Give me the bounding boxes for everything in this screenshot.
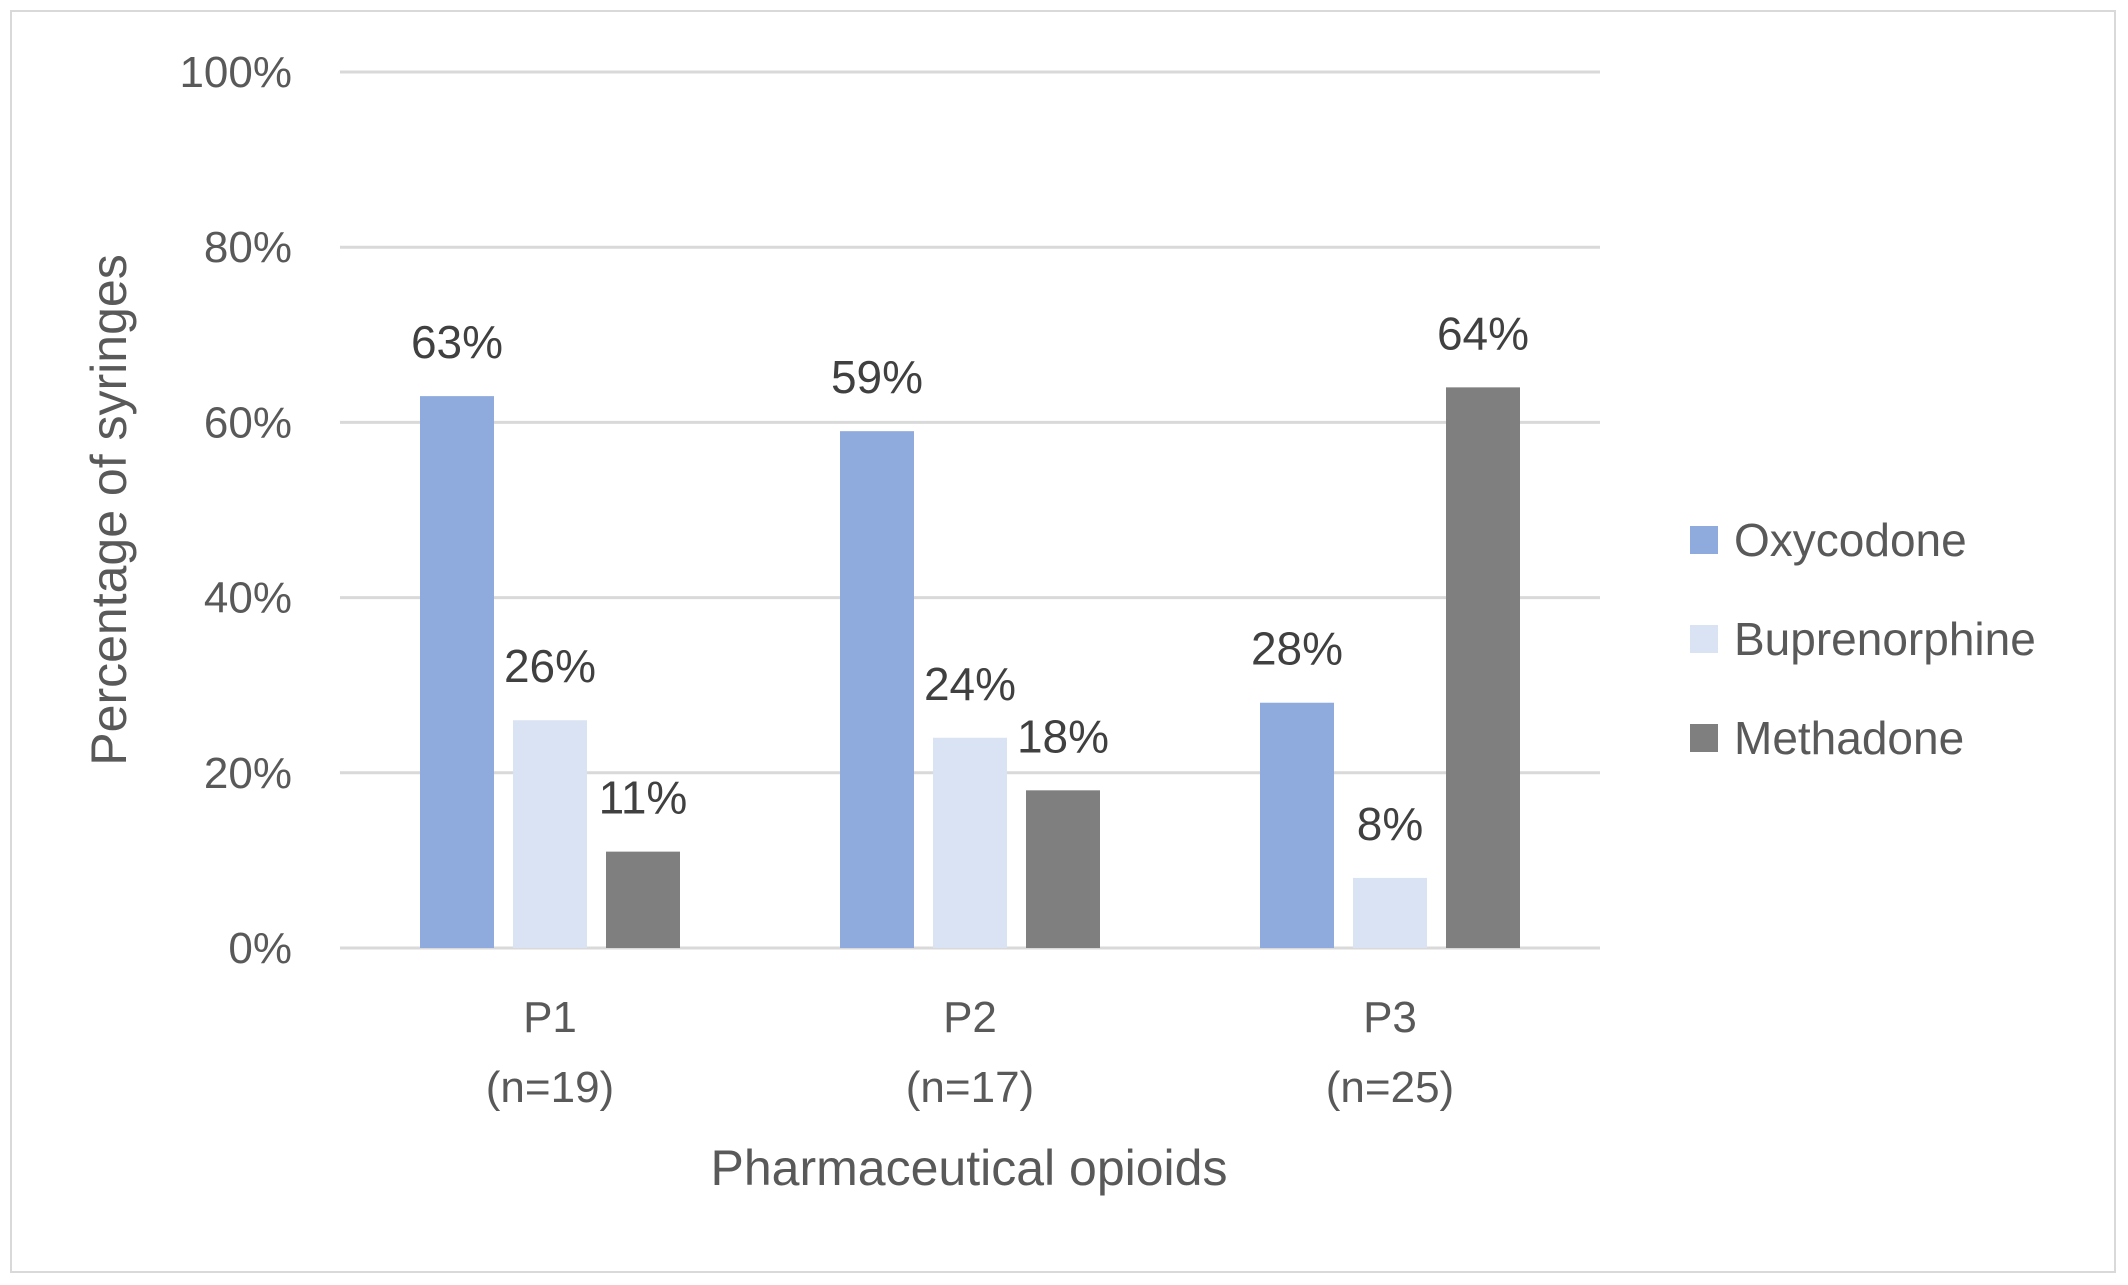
bar-buprenorphine-3	[1353, 877, 1427, 948]
data-labels: 63% 26% 11% 59% 24%18% 28% 8% 64%	[411, 307, 1529, 850]
bar-methadone-1	[606, 851, 680, 948]
y-tick-label: 20%	[204, 749, 292, 798]
legend-swatch-methadone	[1690, 724, 1718, 752]
y-axis-ticks: 0% 20% 40% 60% 80% 100%	[179, 48, 292, 973]
legend: Oxycodone Buprenorphine Methadone	[1690, 514, 2036, 764]
y-axis-title: Percentage of syringes	[81, 254, 137, 765]
x-axis-title: Pharmaceutical opioids	[711, 1140, 1228, 1196]
y-tick-label: 80%	[204, 223, 292, 272]
x-axis-ticks: P1 (n=19) P2 (n=17) P3 (n=25)	[486, 993, 1454, 1112]
bar-oxycodone-1	[420, 396, 494, 948]
bar-buprenorphine-1	[513, 720, 587, 948]
bar-buprenorphine-2	[933, 737, 1007, 948]
y-tick-label: 60%	[204, 398, 292, 447]
chart-frame	[10, 10, 2116, 1273]
data-label: 11%	[599, 772, 688, 824]
data-label: 24%	[924, 658, 1016, 710]
bar-oxycodone-2	[840, 431, 914, 948]
bar-methadone-2	[1026, 790, 1100, 948]
y-tick-label: 0%	[228, 924, 292, 973]
y-tick-label: 100%	[179, 48, 292, 97]
legend-swatch-oxycodone	[1690, 526, 1718, 554]
data-label: 63%	[411, 316, 503, 368]
data-label: 59%	[831, 351, 923, 403]
x-tick-label: P2 (n=17)	[906, 993, 1034, 1112]
x-tick-label: P1 (n=19)	[486, 993, 614, 1112]
data-label: 64%	[1437, 307, 1529, 359]
data-label: 26%	[504, 640, 596, 692]
legend-label-methadone: Methadone	[1734, 712, 1964, 764]
legend-label-buprenorphine: Buprenorphine	[1734, 613, 2036, 665]
data-label: 8%	[1357, 798, 1423, 850]
legend-label-oxycodone: Oxycodone	[1734, 514, 1967, 566]
data-label: 28%	[1251, 623, 1343, 675]
bar-methadone-3	[1446, 387, 1520, 948]
x-tick-label: P3 (n=25)	[1326, 993, 1454, 1112]
bars	[420, 387, 1520, 948]
bar-oxycodone-3	[1260, 702, 1334, 948]
legend-swatch-buprenorphine	[1690, 625, 1718, 653]
y-tick-label: 40%	[204, 574, 292, 623]
data-label: 18%	[1017, 710, 1109, 762]
